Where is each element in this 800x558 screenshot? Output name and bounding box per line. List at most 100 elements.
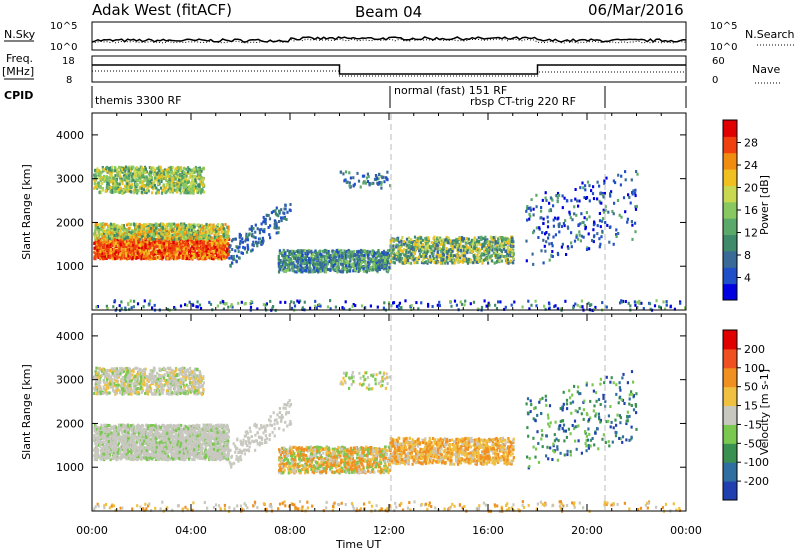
echo-cell (252, 227, 255, 230)
echo-cell (256, 227, 259, 231)
echo-cell (124, 240, 127, 244)
echo-cell (173, 233, 176, 237)
echo-cell (254, 230, 257, 234)
echo-cell (148, 234, 151, 238)
echo-cell (415, 261, 418, 265)
echo-cell (300, 262, 303, 266)
echo-cell (335, 268, 338, 271)
echo-cell (149, 184, 152, 188)
echo-cell (123, 244, 126, 247)
echo-cell (285, 218, 288, 221)
echo-cell (183, 232, 186, 236)
echo-cell (433, 235, 436, 239)
echo-cell (201, 239, 204, 243)
echo-cell (129, 242, 132, 246)
echo-cell (497, 237, 500, 241)
echo-cell (450, 252, 453, 256)
echo-cell (142, 255, 145, 259)
echo-cell (162, 231, 165, 235)
echo-cell (232, 257, 235, 261)
echo-cell (464, 241, 467, 245)
echo-cell (331, 257, 335, 261)
echo-cell (383, 267, 386, 271)
echo-cell (169, 235, 172, 239)
echo-cell (171, 230, 174, 233)
echo-cell (359, 267, 362, 271)
echo-cell (332, 264, 335, 267)
echo-cell (372, 262, 375, 266)
echo-cell (188, 249, 191, 253)
echo-cell (188, 172, 191, 176)
echo-cell (153, 173, 156, 176)
echo-cell (340, 259, 343, 263)
echo-cell (111, 247, 114, 251)
echo-cell (125, 176, 128, 179)
echo-cell (100, 181, 103, 185)
echo-cell (177, 231, 180, 235)
echo-cell (324, 265, 328, 269)
echo-cell (217, 244, 220, 248)
cpid-row: CPID themis 3300 RF normal (fast) 151 RF… (4, 84, 687, 108)
echo-cell (164, 251, 167, 255)
echo-cell (255, 241, 258, 245)
echo-cell (206, 241, 209, 245)
echo-cell (455, 258, 458, 262)
freq-tick-bottom: 8 (66, 75, 72, 86)
echo-cell (369, 266, 372, 270)
echo-cell (172, 188, 175, 192)
echo-cell (140, 169, 143, 173)
echo-cell (210, 227, 213, 230)
echo-cell (116, 241, 119, 245)
echo-cell (131, 178, 134, 182)
echo-cell (195, 187, 198, 191)
echo-cell (412, 249, 415, 253)
echo-cell (172, 255, 175, 259)
echo-cell (137, 171, 141, 175)
echo-cell (103, 231, 106, 235)
echo-cell (96, 241, 99, 245)
echo-cell (98, 168, 101, 172)
echo-cell (140, 175, 144, 179)
echo-cell (123, 248, 126, 252)
echo-cell (173, 184, 176, 188)
echo-cell (222, 255, 225, 259)
echo-cell (144, 240, 147, 244)
echo-cell (158, 232, 161, 236)
echo-cell (337, 248, 340, 252)
echo-cell (112, 176, 115, 180)
echo-cell (165, 168, 168, 172)
echo-cell (190, 239, 193, 243)
echo-cell (164, 230, 167, 234)
echo-cell (382, 256, 385, 260)
echo-cell (251, 232, 254, 236)
echo-cell (195, 177, 198, 180)
echo-cell (162, 253, 166, 257)
echo-cell (144, 189, 147, 193)
echo-cell (248, 232, 251, 236)
echo-cell (140, 250, 143, 254)
echo-cell (106, 244, 109, 248)
echo-cell (133, 168, 136, 172)
echo-cell (148, 249, 151, 253)
echo-cell (335, 250, 338, 254)
echo-cell (176, 186, 179, 190)
echo-cell (102, 257, 105, 261)
echo-cell (116, 172, 119, 176)
echo-cell (307, 270, 310, 274)
echo-cell (207, 250, 210, 254)
echo-cell (378, 260, 381, 264)
echo-cell (503, 243, 506, 247)
echo-cell (341, 263, 344, 267)
echo-cell (459, 237, 462, 240)
echo-cell (284, 259, 287, 263)
echo-cell (357, 251, 360, 255)
echo-cell (250, 234, 254, 238)
echo-cell (149, 229, 152, 233)
echo-cell (156, 245, 159, 249)
echo-cell (257, 241, 260, 245)
echo-cell (174, 167, 177, 171)
echo-cell (510, 245, 513, 249)
echo-cell (250, 227, 253, 231)
echo-cell (207, 234, 210, 238)
